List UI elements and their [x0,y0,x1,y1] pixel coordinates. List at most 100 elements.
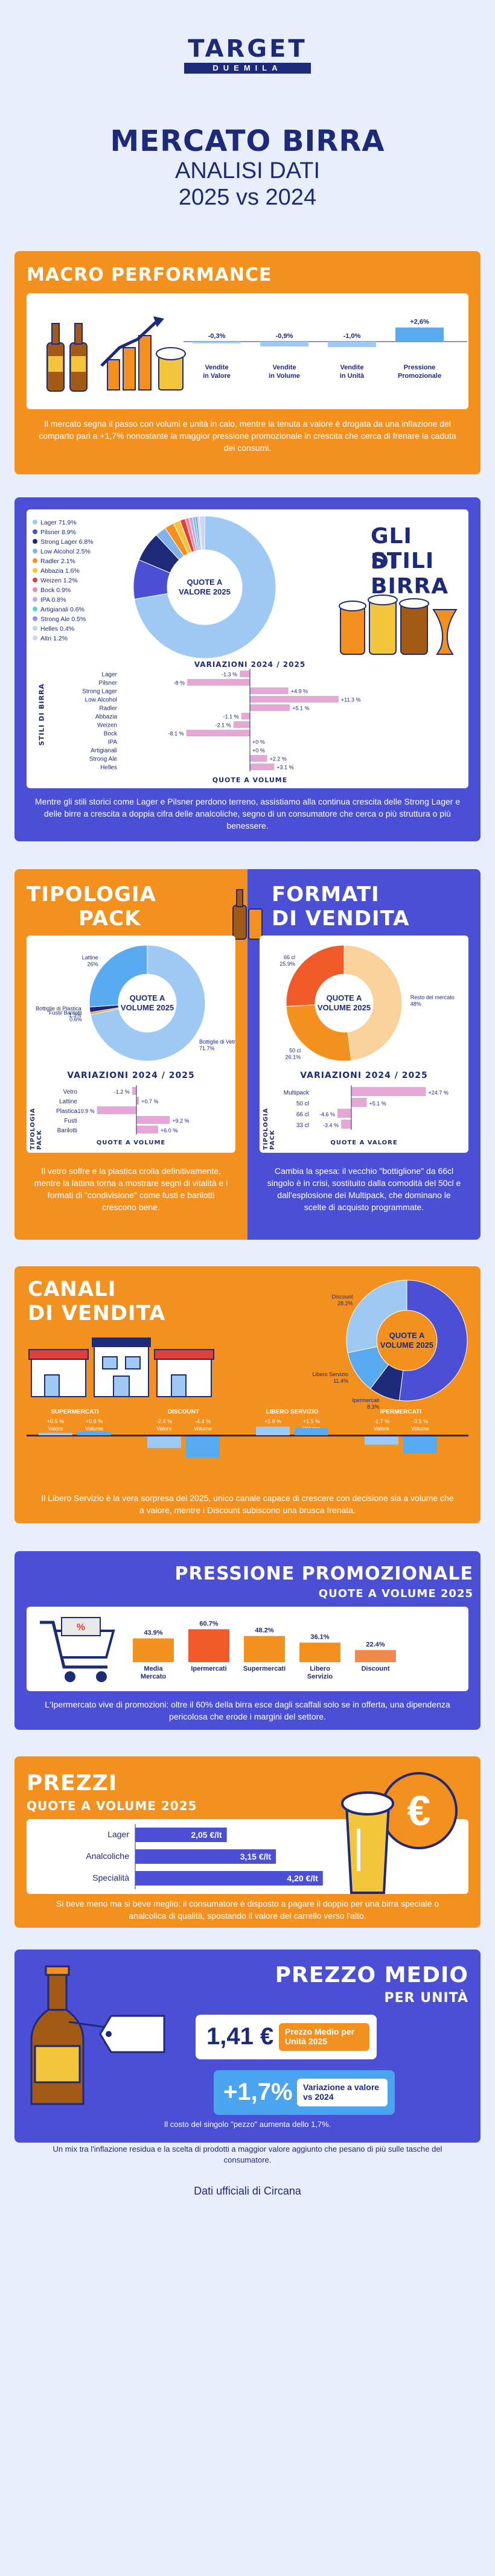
value-label-50-cl: +5.1 % [369,1101,386,1107]
category-label-pilsner: Pilsner [98,680,117,687]
category-label-vetro: Vetro [63,1089,78,1095]
canali-value-libero-servizio-volume: +1.5 % [303,1418,320,1424]
bar-barilotti [136,1126,158,1133]
pack-variation-chart: Vetro -1.2 % Lattine +0.7 % Plastica-10.9 % F… [56,1085,189,1135]
legend-item-ipa: IPA 0.8% [33,595,129,605]
canali-variation-chart: SUPERMERCATI +0.5 % Valore +0.8 % Volume DISC… [27,1409,468,1458]
value-label-radler: +5.1 % [292,706,309,712]
legend-label: Low Alcohol 2.5% [40,548,91,555]
legend-label: Radler 2.1% [40,558,75,565]
shopping-cart-icon: % [40,1617,115,1682]
formati-variation-chart: Multipack +24.7 % 50 cl +5.1 % 66 cl -4.6 % 33… [284,1085,449,1130]
slice-label-bottiglie-di-plastica: Bottiglie di Plastica 1.5% [36,1006,81,1018]
beer-pint-euro-illustration: € [341,1772,458,1894]
legend-swatch [33,529,37,534]
bar-vetro [132,1087,136,1095]
macro-bar-vendite-in-valore [193,342,241,343]
canali-series-supermercati-volume: Volume [85,1426,103,1432]
pressione-value-discount: 22.4% [366,1641,385,1648]
stili-panel: Lager 71.9% Pilsner 8.9% Strong Lager 6.8%… [14,497,481,841]
legend-swatch [33,636,37,640]
category-label-helles: Helles [100,765,117,771]
canali-bar-supermercati-valore [39,1433,72,1435]
category-label-lager: Lager [101,672,117,678]
bar-pilsner [187,679,250,686]
macro-bar-vendite-in-volume [260,342,308,347]
pressione-category-libero-servizio-2: Servizio [307,1673,333,1680]
canali-value-ipermercati-valore: -1.7 % [374,1418,389,1424]
legend-item-artigianali: Artigianali 0.6% [33,605,129,614]
prezzi-box: Lager 2,05 €/lt Analcoliche 3,15 €/lt Specia… [27,1819,468,1894]
legend-swatch [33,558,37,563]
svg-text:%: % [77,1622,85,1633]
canali-series-discount-volume: Volume [194,1426,212,1432]
canali-series-supermercati-valore: Valore [48,1426,63,1432]
legend-item-strong-lager: Strong Lager 6.8% [33,537,129,547]
prezzo-medio-subtitle: PER UNITÀ [384,1991,468,2006]
bar-33-cl [341,1120,351,1129]
canali-bar-ipermercati-valore [365,1436,398,1445]
prezzi-bar-analcoliche [135,1849,276,1864]
page-title: MERCATO BIRRA [110,124,385,158]
pressione-category-libero-servizio: Libero [310,1665,330,1672]
donut-center-label: VALORE 2025 [179,587,231,596]
macro-title: MACRO PERFORMANCE [27,264,272,285]
macro-category-vendite-in-valore: Vendite [205,364,228,371]
category-label-bock: Bock [104,731,118,738]
pressione-bar-supermercati [244,1636,285,1662]
bottle-can-icon [232,889,263,940]
category-label-lattine: Lattine [59,1098,77,1105]
category-label-radler: Radler [100,706,118,712]
category-label-fusti: Fusti [64,1118,77,1124]
slice-50-cl [286,1004,352,1062]
legend-item-strong-ale: Strong Ale 0.5% [33,614,129,624]
category-label-plastica: Plastica [56,1108,77,1115]
donut-center-label: VOLUME 2025 [318,1003,371,1012]
value-label-weizen: -2.1 % [216,722,231,728]
prezzo-medio-note-1: Il costo del singolo "pezzo" aumenta del… [164,2120,331,2129]
canali-value-discount-valore: -2.4 % [156,1418,172,1424]
legend-item-helles: Helles 0.4% [33,624,129,634]
legend-swatch [33,568,37,573]
value-label-strong-ale: +2.2 % [270,756,287,762]
slice-66-cl [286,945,345,1007]
canali-series-discount-valore: Valore [156,1426,171,1432]
legend-label: Bock 0.9% [40,587,71,594]
canali-bar-supermercati-volume [77,1431,111,1435]
pressione-value-supermercati: 48.2% [255,1627,273,1634]
canali-value-ipermercati-volume: -3.5 % [412,1418,428,1424]
category-label-50-cl: 50 cl [296,1101,309,1108]
page-subtitle: ANALISI DATI [174,158,321,183]
stili-note: Mentre gli stili storici come Lager e Pi… [34,797,461,831]
prezzi-bar-lager [135,1828,227,1842]
category-label-weizen: Weizen [97,722,117,729]
macro-chart-box: -0,3% Vendite in Valore -0,9% Vendite in Volu… [27,293,468,409]
macro-value-vendite-in-volume: -0,9% [276,333,293,340]
slice-label-fusti-barilotti: Fusti/ Barilotti 0.6% [49,1010,82,1022]
formati-note: Cambia la spesa: il vecchio "bottiglione… [267,1166,461,1212]
canali-bar-libero-servizio-volume [295,1428,328,1435]
pressione-value-libero-servizio: 36.1% [310,1634,329,1641]
prezzi-bar-chart: Lager 2,05 €/lt Analcoliche 3,15 €/lt Specia… [86,1824,323,1889]
formati-title-2: DI VENDITA [272,907,410,931]
donut-center-label: QUOTE A [389,1331,425,1340]
prezzi-panel: PREZZI QUOTE A VOLUME 2025 Lager 2,05 €/l… [14,1756,481,1928]
pressione-value-media-mercato: 43.9% [144,1629,162,1636]
category-label-33-cl: 33 cl [296,1123,309,1129]
slice-bottiglie-di-vetro [90,945,206,1062]
macro-category-vendite-in-volume-2: in Volume [269,372,300,380]
legend-label: Strong Lager 6.8% [40,538,94,546]
canali-value-libero-servizio-valore: +1.8 % [264,1418,281,1424]
macro-value-pressione-promozionale: +2,6% [410,319,429,326]
prezzi-value-analcoliche: 3,15 €/lt [240,1852,272,1861]
category-label-barilotti: Barilotti [57,1127,77,1134]
variation-card: +1,7% Variazione a valore vs 2024 [214,2070,395,2115]
stili-var-title: VARIAZIONI 2024 / 2025 [194,660,306,669]
prezzo-medio-title: PREZZO MEDIO [275,1963,468,1988]
pressione-panel: PRESSIONE PROMOZIONALE QUOTE A VOLUME 20… [14,1551,481,1730]
stili-legend: Lager 71.9% Pilsner 8.9% Strong Lager 6.8%… [33,518,129,643]
slice-lager [134,515,276,659]
stili-x-label: QUOTE A VOLUME [212,776,288,784]
